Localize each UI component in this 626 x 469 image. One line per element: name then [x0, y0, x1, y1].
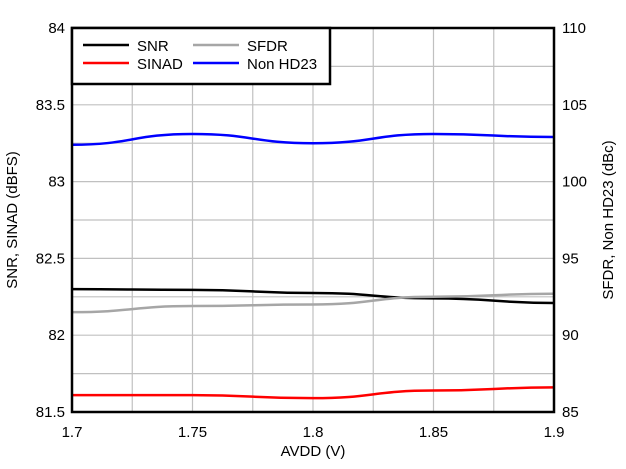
series-line-sinad [72, 386, 555, 400]
y-tick-label: 84 [48, 20, 65, 37]
legend-box [70, 26, 332, 86]
y2-tick-label: 100 [562, 174, 587, 191]
y2-axis-label: SFDR, Non HD23 (dBc) [600, 140, 617, 299]
y2-axis-ticks: 85 90 95 100 105 110 [562, 20, 587, 421]
y-tick-label: 83 [48, 174, 65, 191]
x-axis-ticks: 1.7 1.75 1.8 1.85 1.9 [62, 424, 565, 441]
y-tick-label: 83.5 [36, 97, 65, 114]
x-tick-label: 1.8 [303, 424, 324, 441]
legend-label-nonhd23: Non HD23 [247, 56, 317, 73]
y-tick-label: 82.5 [36, 250, 65, 267]
legend: SNR SFDR SINAD Non HD23 [70, 26, 332, 86]
legend-label-sfdr: SFDR [247, 38, 288, 55]
y-tick-label: 81.5 [36, 404, 65, 421]
grid-lines [72, 28, 554, 412]
y2-tick-label: 105 [562, 97, 587, 114]
y2-tick-label: 90 [562, 327, 579, 344]
x-axis-label: AVDD (V) [281, 443, 346, 460]
legend-label-sinad: SINAD [137, 56, 183, 73]
series-line-non-hd23 [71, 132, 555, 146]
y-axis-label: SNR, SINAD (dBFS) [4, 151, 21, 289]
legend-label-snr: SNR [137, 38, 169, 55]
y2-tick-label: 110 [562, 20, 586, 37]
y2-tick-label: 85 [562, 404, 579, 421]
x-tick-label: 1.75 [178, 424, 207, 441]
x-tick-label: 1.85 [419, 424, 448, 441]
series-line-sfdr [71, 292, 555, 314]
y-tick-label: 82 [48, 327, 65, 344]
y-axis-ticks: 81.5 82 82.5 83 83.5 84 [36, 20, 65, 421]
x-tick-label: 1.9 [544, 424, 565, 441]
x-tick-label: 1.7 [62, 424, 83, 441]
y2-tick-label: 95 [562, 250, 579, 267]
data-series [71, 132, 555, 400]
series-line-snr [71, 287, 555, 305]
